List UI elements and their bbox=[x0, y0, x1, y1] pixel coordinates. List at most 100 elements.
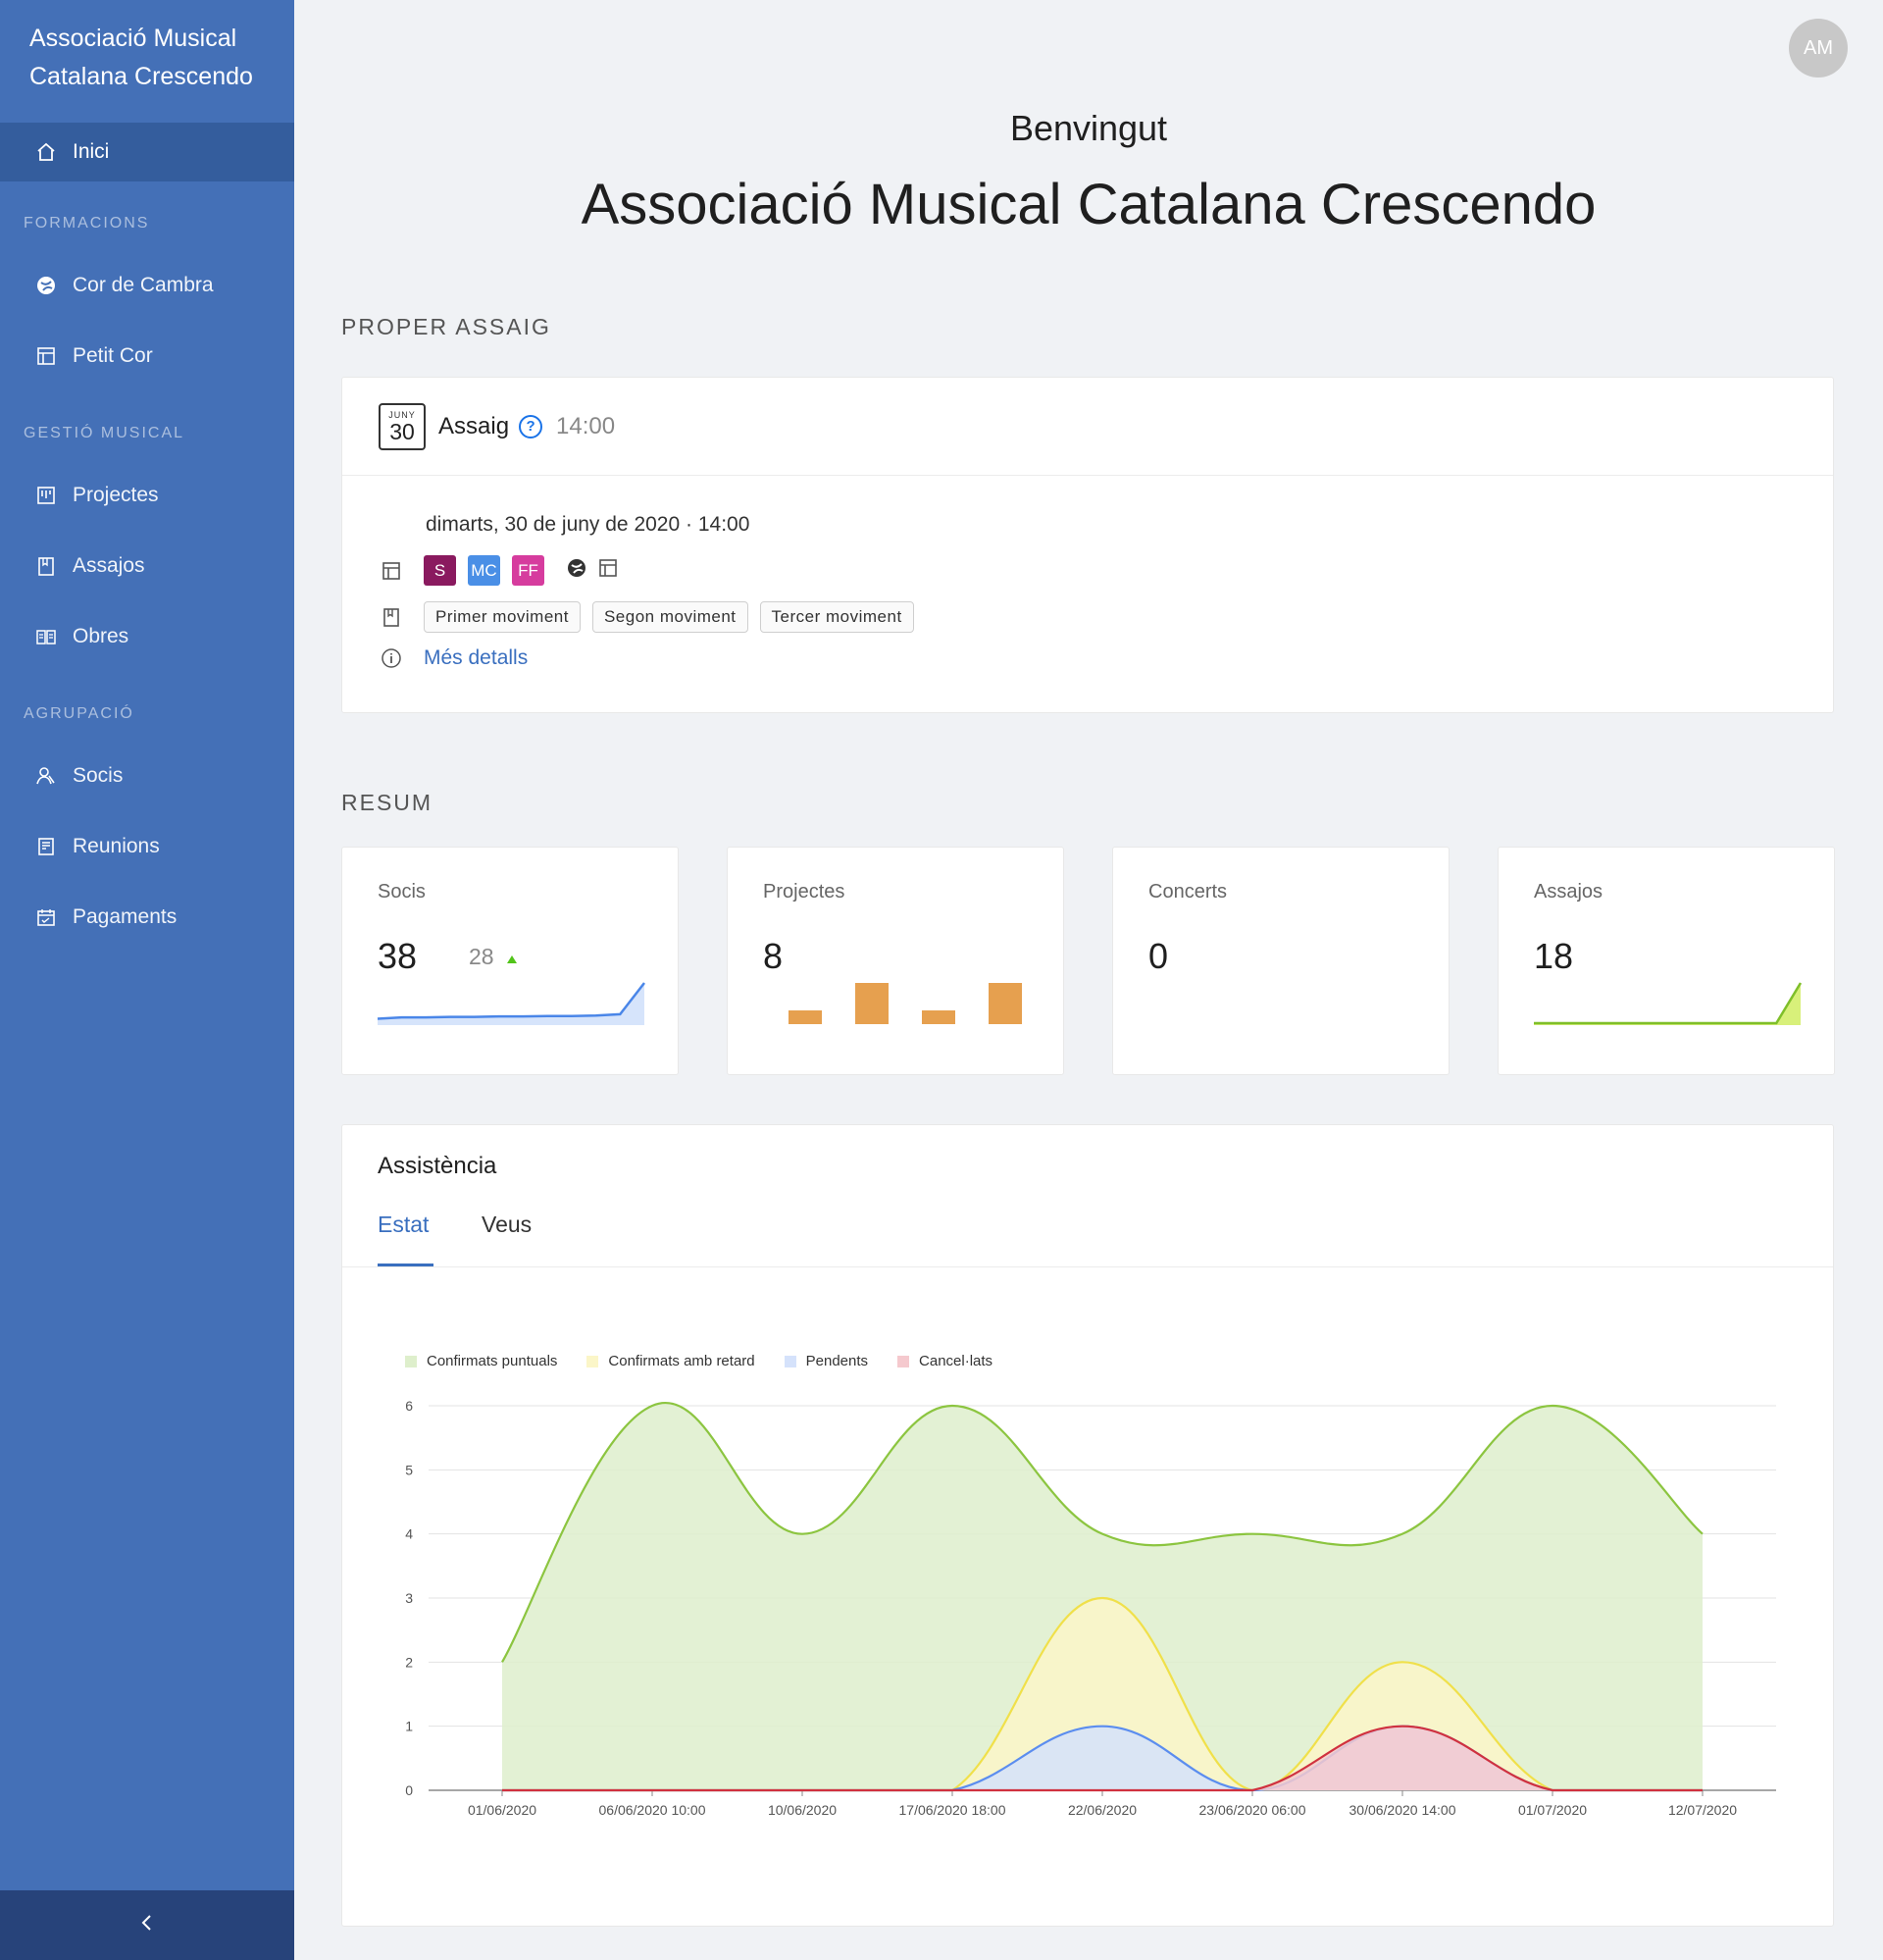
brand-name[interactable]: Associació Musical Catalana Crescendo bbox=[29, 25, 253, 90]
legend-label: Pendents bbox=[805, 1353, 869, 1369]
y-tick-label: 2 bbox=[405, 1654, 413, 1670]
piece-tag[interactable]: Primer moviment bbox=[424, 601, 581, 633]
legend-item[interactable]: Confirmats amb retard bbox=[586, 1353, 755, 1369]
rehearsal-datetime: dimarts, 30 de juny de 2020 · 14:00 bbox=[426, 513, 750, 536]
layout-icon bbox=[597, 557, 619, 584]
legend-swatch bbox=[784, 1355, 796, 1367]
sidebar-item-cor-de-cambra[interactable]: Cor de Cambra bbox=[0, 250, 294, 321]
avatar[interactable]: AM bbox=[1789, 19, 1848, 77]
section-title-next-rehearsal: PROPER ASSAIG bbox=[341, 314, 551, 339]
rehearsal-time: 14:00 bbox=[556, 412, 616, 439]
rehearsal-title[interactable]: Assaig bbox=[438, 412, 510, 439]
x-tick-label: 01/07/2020 bbox=[1518, 1802, 1587, 1818]
legend-item[interactable]: Confirmats puntuals bbox=[405, 1353, 557, 1369]
stat-label: Projectes bbox=[763, 881, 845, 903]
voice-badge: MC bbox=[468, 555, 500, 586]
stat-label: Socis bbox=[378, 881, 426, 903]
legend-swatch bbox=[897, 1355, 910, 1367]
sidebar-item-label: Assajos bbox=[73, 554, 145, 577]
projects-bar bbox=[989, 983, 1022, 1024]
sidebar-item-projectes[interactable]: Projectes bbox=[0, 460, 294, 531]
x-tick-label: 06/06/2020 10:00 bbox=[599, 1802, 706, 1818]
stat-card-concerts[interactable]: Concerts 0 bbox=[1112, 847, 1450, 1075]
calendar-icon: JUNY 30 bbox=[379, 402, 426, 450]
stat-change-value: 28 bbox=[469, 944, 494, 969]
layout-icon bbox=[33, 345, 59, 367]
meeting-icon bbox=[33, 836, 59, 857]
book-icon bbox=[33, 626, 59, 647]
arrow-up-icon bbox=[506, 944, 518, 970]
series-area bbox=[502, 1726, 1703, 1790]
sidebar-item-label: Cor de Cambra bbox=[73, 274, 214, 296]
stat-card-members[interactable]: Socis 38 28 bbox=[341, 847, 679, 1075]
project-icon bbox=[33, 485, 59, 506]
projects-bar bbox=[922, 1010, 955, 1024]
x-tick-label: 01/06/2020 bbox=[468, 1802, 536, 1818]
rehearsal-formations-row: S MC FF bbox=[379, 555, 619, 586]
sidebar-section-title: GESTIÓ MUSICAL bbox=[24, 425, 185, 441]
sidebar: Associació Musical Catalana Crescendo In… bbox=[0, 0, 294, 1960]
legend-item[interactable]: Pendents bbox=[784, 1353, 869, 1369]
sidebar-item-label: Obres bbox=[73, 625, 129, 647]
sidebar-section-title: FORMACIONS bbox=[24, 215, 150, 232]
x-tick-label: 30/06/2020 14:00 bbox=[1349, 1802, 1456, 1818]
chart-legend: Confirmats puntuals Confirmats amb retar… bbox=[405, 1353, 1022, 1369]
sidebar-item-pagaments[interactable]: Pagaments bbox=[0, 882, 294, 953]
members-trend-line bbox=[377, 982, 645, 1020]
legend-label: Cancel·lats bbox=[919, 1353, 993, 1369]
projects-bar bbox=[789, 1010, 822, 1024]
sidebar-item-petit-cor[interactable]: Petit Cor bbox=[0, 321, 294, 391]
chevron-left-icon bbox=[139, 1913, 155, 1937]
rehearsals-sparkline bbox=[1534, 982, 1803, 1025]
sidebar-item-reunions[interactable]: Reunions bbox=[0, 811, 294, 882]
help-icon[interactable]: ? bbox=[519, 414, 543, 438]
rehearsals-trend-line bbox=[1534, 982, 1803, 1025]
sidebar-item-label: Inici bbox=[73, 140, 110, 163]
legend-swatch bbox=[586, 1355, 599, 1367]
x-tick-label: 17/06/2020 18:00 bbox=[899, 1802, 1006, 1818]
x-tick-label: 22/06/2020 bbox=[1068, 1802, 1137, 1818]
attendance-card: Assistència Estat Veus Confirmats puntua… bbox=[341, 1124, 1834, 1927]
sidebar-item-assajos[interactable]: Assajos bbox=[0, 531, 294, 601]
legend-label: Confirmats puntuals bbox=[427, 1353, 558, 1369]
more-details-link[interactable]: Més detalls bbox=[424, 646, 529, 669]
stat-card-projects[interactable]: Projectes 8 bbox=[727, 847, 1064, 1075]
section-title-summary: RESUM bbox=[341, 790, 433, 815]
stat-value: 18 bbox=[1534, 936, 1574, 976]
tab-active-indicator bbox=[378, 1264, 433, 1266]
x-tick-label: 12/07/2020 bbox=[1668, 1802, 1737, 1818]
tab-estat[interactable]: Estat bbox=[378, 1212, 430, 1237]
voice-badge: FF bbox=[512, 555, 544, 586]
stat-label: Concerts bbox=[1148, 881, 1228, 903]
sidebar-item-label: Pagaments bbox=[73, 905, 178, 928]
home-icon bbox=[33, 141, 59, 163]
members-sparkline bbox=[377, 982, 645, 1025]
sidebar-collapse-button[interactable] bbox=[0, 1890, 294, 1960]
bookmark-icon bbox=[379, 604, 404, 630]
legend-label: Confirmats amb retard bbox=[608, 1353, 755, 1369]
legend-item[interactable]: Cancel·lats bbox=[897, 1353, 992, 1369]
rehearsal-pieces-row: Primer moviment Segon moviment Tercer mo… bbox=[379, 601, 926, 633]
layout-icon bbox=[379, 558, 404, 584]
payments-icon bbox=[33, 906, 59, 928]
x-tick-label: 10/06/2020 bbox=[768, 1802, 837, 1818]
rehearsal-header: JUNY 30 Assaig ? 14:00 bbox=[342, 378, 1833, 476]
piece-tag[interactable]: Tercer moviment bbox=[759, 601, 914, 633]
piece-tag[interactable]: Segon moviment bbox=[591, 601, 748, 633]
sidebar-item-label: Projectes bbox=[73, 484, 159, 506]
sidebar-item-socis[interactable]: Socis bbox=[0, 741, 294, 811]
sidebar-item-home[interactable]: Inici bbox=[0, 123, 294, 181]
voice-badge: S bbox=[424, 555, 456, 586]
calendar-day: 30 bbox=[389, 418, 415, 444]
welcome-text: Benvingut bbox=[1009, 108, 1168, 148]
stat-card-rehearsals[interactable]: Assajos 18 bbox=[1498, 847, 1835, 1075]
sidebar-section-title: AGRUPACIÓ bbox=[24, 705, 134, 722]
y-tick-label: 5 bbox=[405, 1462, 413, 1477]
sidebar-item-obres[interactable]: Obres bbox=[0, 601, 294, 672]
stat-value: 38 bbox=[378, 936, 418, 976]
tab-veus[interactable]: Veus bbox=[482, 1212, 533, 1237]
sidebar-item-label: Petit Cor bbox=[73, 344, 153, 367]
rehearsals-trend-area bbox=[1534, 983, 1801, 1025]
page-title: Associació Musical Catalana Crescendo bbox=[581, 173, 1597, 236]
attendance-title: Assistència bbox=[378, 1153, 497, 1179]
